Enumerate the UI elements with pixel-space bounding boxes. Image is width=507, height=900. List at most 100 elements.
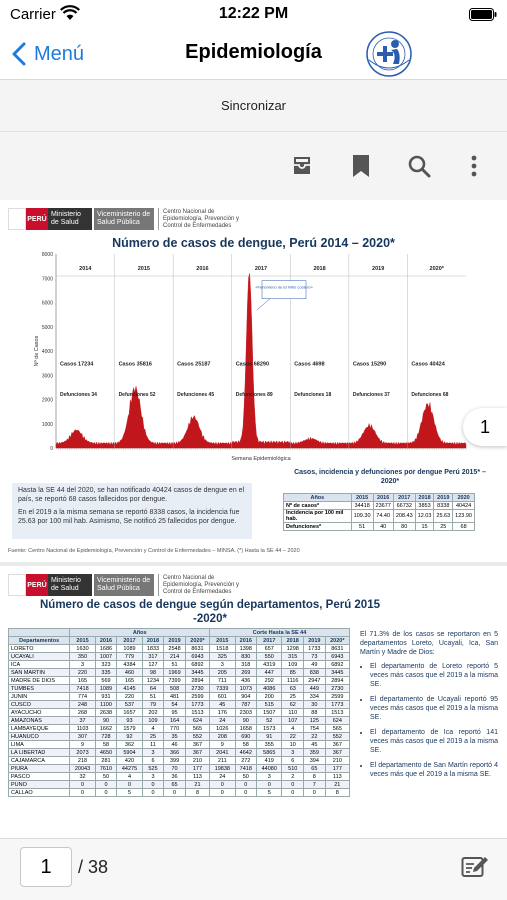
table-cell: 208 bbox=[209, 732, 236, 741]
table-cell: 3 bbox=[69, 660, 96, 669]
table-cell: 931 bbox=[94, 692, 118, 701]
table-row: Nº de casos* 34418 23677 66732 3853 8338 40424 bbox=[283, 501, 475, 510]
table-cell: 334 bbox=[303, 692, 326, 701]
table-cell: 838 bbox=[303, 668, 326, 677]
table-cell: 419 bbox=[256, 756, 283, 765]
chart-title: Número de casos de dengue, Perú 2014 – 2… bbox=[112, 236, 395, 250]
y-tick-label: 4000 bbox=[42, 349, 53, 355]
y-tick-label: 6000 bbox=[42, 301, 53, 307]
table-cell: 269 bbox=[234, 668, 258, 677]
table-cell: 1658 bbox=[234, 724, 258, 733]
table-cell: 50 bbox=[94, 772, 118, 781]
table-cell: 8 bbox=[324, 788, 351, 797]
table-cell: 481 bbox=[163, 692, 186, 701]
table-cell: 8631 bbox=[184, 644, 211, 653]
table-cell: 8338 bbox=[433, 501, 454, 510]
table-cell: 2599 bbox=[324, 692, 351, 701]
table-row: CAJAMARCA 218 281 420 6 399 210 211 272 419 6 394 21… bbox=[7, 756, 351, 765]
table-cell: 367 bbox=[184, 740, 211, 749]
y-tick-label: 3000 bbox=[42, 373, 53, 379]
table-cell: 317 bbox=[141, 652, 165, 661]
table-cell: 113 bbox=[324, 772, 351, 781]
table-cell: 25 bbox=[433, 522, 454, 531]
table-cell: 7339 bbox=[209, 684, 236, 693]
table-cell: 91 bbox=[256, 732, 283, 741]
table-cell: 44080 bbox=[256, 764, 283, 773]
table-cell: 9 bbox=[209, 740, 236, 749]
table-cell: PIURA bbox=[7, 764, 71, 773]
table-cell: 107 bbox=[281, 716, 305, 725]
table-cell: 1579 bbox=[116, 724, 143, 733]
table-cell: 46 bbox=[163, 740, 186, 749]
table-cell: 367 bbox=[324, 748, 351, 757]
table-cell: 552 bbox=[184, 732, 211, 741]
archive-icon[interactable] bbox=[290, 154, 314, 183]
table-cell: 624 bbox=[324, 716, 351, 725]
table-cell: 3 bbox=[209, 660, 236, 669]
table-cell: 74.40 bbox=[372, 509, 394, 523]
page-number-input[interactable] bbox=[20, 847, 72, 887]
table-cell: 200 bbox=[256, 692, 283, 701]
table-cell: 6 bbox=[141, 756, 165, 765]
pdf-document-view[interactable]: PERÚ Ministerio de Salud Viceministerio … bbox=[0, 200, 507, 838]
peru-label: PERÚ bbox=[26, 208, 48, 230]
table-cell: 335 bbox=[94, 668, 118, 677]
search-icon[interactable] bbox=[407, 154, 431, 183]
summary-box: Hasta la SE 44 del 2020, se han notifica… bbox=[12, 483, 252, 539]
defunciones-label: Defunciones 45 bbox=[177, 392, 214, 398]
table-row: Incidencia por 100 mil hab. 109.30 74.40 20… bbox=[283, 509, 475, 523]
table-cell: 109 bbox=[141, 716, 165, 725]
table-cell: 22 bbox=[281, 732, 305, 741]
table-cell: 6892 bbox=[184, 660, 211, 669]
table-cell: 0 bbox=[94, 780, 118, 789]
table-cell: 109 bbox=[281, 660, 305, 669]
table-header-cell: 2015 bbox=[69, 636, 96, 645]
table-cell: 362 bbox=[116, 740, 143, 749]
table-row: LORETO 1630 1686 1089 1833 2548 8631 1518 1398 65… bbox=[7, 644, 351, 653]
pdf-page-1: PERÚ Ministerio de Salud Viceministerio … bbox=[0, 200, 507, 562]
table-cell: 0 bbox=[141, 788, 165, 797]
page2-summary: El 71.3% de los casos se reportaron en 5… bbox=[360, 630, 498, 785]
annotation-text: «Fenómeno de El Niño costero» bbox=[255, 285, 313, 290]
table-cell: 10 bbox=[281, 740, 305, 749]
dengue-chart: 0 1000 2000 3000 4000 5000 6000 7000 8000 Nº de C… bbox=[33, 252, 467, 462]
table-cell: 0 bbox=[69, 788, 96, 797]
table-cell: 22 bbox=[303, 732, 326, 741]
table-cell: 92 bbox=[116, 732, 143, 741]
y-tick-label: 0 bbox=[50, 446, 53, 452]
bookmark-icon[interactable] bbox=[350, 154, 372, 183]
table-cell: 904 bbox=[234, 692, 258, 701]
table-cell: 2041 bbox=[209, 748, 236, 757]
table-cell: 2599 bbox=[184, 692, 211, 701]
table-cell: 1833 bbox=[141, 644, 165, 653]
sync-button[interactable]: Sincronizar bbox=[220, 98, 287, 113]
table-cell: 25 bbox=[281, 692, 305, 701]
table-cell: 51 bbox=[163, 660, 186, 669]
chevron-left-icon bbox=[12, 42, 26, 66]
table-cell: 2947 bbox=[303, 676, 326, 685]
y-tick-label: 5000 bbox=[42, 325, 53, 331]
table-cell: 90 bbox=[94, 716, 118, 725]
table-cell: CALLAO bbox=[7, 788, 71, 797]
y-tick-label: 1000 bbox=[42, 422, 53, 428]
table-cell: 98 bbox=[141, 668, 165, 677]
table-cell: 366 bbox=[163, 748, 186, 757]
table-row: HUANUCO 307 728 92 25 35 552 208 690 91 22 22 552 bbox=[7, 732, 351, 741]
table-header-cell: 2020* bbox=[184, 636, 211, 645]
table-cell: 4 bbox=[141, 724, 165, 733]
back-button[interactable]: Menú bbox=[12, 39, 84, 69]
table-cell: 95 bbox=[163, 708, 186, 717]
page-total: / 38 bbox=[78, 857, 109, 877]
defunciones-label: Defunciones 18 bbox=[294, 392, 331, 398]
annotation-box bbox=[261, 280, 307, 299]
annotate-icon[interactable] bbox=[461, 855, 489, 886]
table-header-cell: 2020 bbox=[452, 493, 475, 502]
table-cell: 23677 bbox=[372, 501, 394, 510]
more-vertical-icon[interactable] bbox=[470, 154, 478, 183]
table-cell: 214 bbox=[163, 652, 186, 661]
table-cell: 3853 bbox=[414, 501, 435, 510]
table-cell: 80 bbox=[392, 522, 416, 531]
table-cell: 1969 bbox=[163, 668, 186, 677]
x-axis-label: Semana Epidemiológica bbox=[231, 456, 291, 462]
y-tick-label: 8000 bbox=[42, 252, 53, 258]
